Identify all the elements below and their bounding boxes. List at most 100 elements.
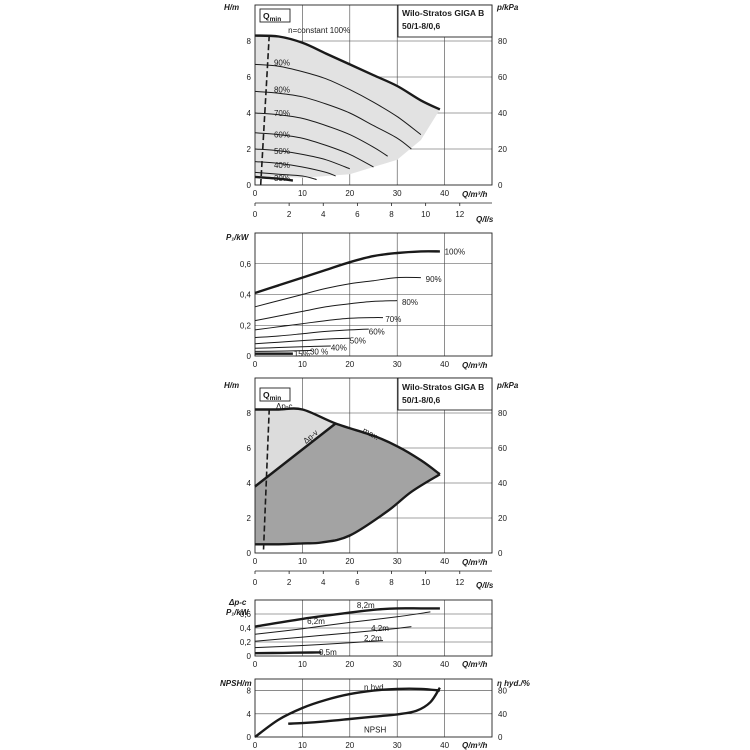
panel1-title-line2: 50/1-8/0,6 xyxy=(402,21,441,31)
panel5-y2label: η hyd./% xyxy=(497,679,530,688)
power-curve-panel-control-modes: 8,2m 6,2m 4,2m2,2m 0,5m 0 10 20 30 40 0 0,2 0,4 0,6… xyxy=(226,598,493,669)
y-tick-label: 4 xyxy=(247,479,252,488)
series-label: 70% xyxy=(385,315,401,324)
series-curve xyxy=(254,112,388,157)
x-tick-label: 40 xyxy=(440,660,449,669)
x-tick-label: 30 xyxy=(393,741,402,750)
series-label: 8,2m xyxy=(357,601,375,610)
panel2-xlabel: Q/m³/h xyxy=(462,361,487,370)
x-tick-label: 40 xyxy=(440,557,449,566)
panel1-curve-labels: n=constant 100% 90% 80% 70% 60% 50% 40% 30% xyxy=(274,26,350,183)
panel1-speed-curves xyxy=(254,34,441,186)
series-curve xyxy=(254,611,431,635)
series-label: 50% xyxy=(350,337,366,346)
panel4-ylabel-top: Δp-c xyxy=(228,598,247,607)
x-tick-label: 40 xyxy=(440,741,449,750)
dpv-line xyxy=(254,422,337,488)
y2-tick-label: 20 xyxy=(498,514,507,523)
series-curve xyxy=(254,640,384,649)
y2-tick-label: 80 xyxy=(498,37,507,46)
power-curve-panel-variable-speed: 100%90%80%70%60%50%40%30 %15% 0 10 20 30 400… xyxy=(226,232,493,370)
series-label: 15% xyxy=(294,350,310,359)
x-tick-label: 30 xyxy=(393,360,402,369)
x-tick-label: 0 xyxy=(253,360,258,369)
panel3-x2label: Q/l/s xyxy=(476,581,494,590)
dpc-region xyxy=(255,409,336,487)
x-tick-label: 0 xyxy=(253,660,258,669)
ls-tick-label: 10 xyxy=(421,210,430,219)
series-curve xyxy=(288,687,441,725)
x-tick-label: 30 xyxy=(393,660,402,669)
panel4-frame xyxy=(254,599,493,657)
ls-tick-label: 12 xyxy=(455,210,464,219)
x-tick-label: 20 xyxy=(345,189,354,198)
y-tick-label: 0 xyxy=(247,352,252,361)
panel3-xlabel: Q/m³/h xyxy=(462,558,487,567)
series-label: n=constant 100% xyxy=(288,26,350,35)
series-label: 0,5m xyxy=(319,648,337,657)
series-curve xyxy=(254,317,384,331)
series-label: NPSH xyxy=(364,725,386,734)
series-label: 50% xyxy=(274,147,290,156)
y-tick-label: 0 xyxy=(247,549,252,558)
panel5-xlabel: Q/m³/h xyxy=(462,741,487,750)
series-label: 2,2m xyxy=(364,634,382,643)
ls-tick-label: 4 xyxy=(321,578,326,587)
panel5-curve-labels: η hyd. NPSH xyxy=(364,683,386,734)
ls-tick-label: 6 xyxy=(355,210,360,219)
panel2-ylabel: P₁/kW xyxy=(226,233,250,242)
panel3-title-line1: Wilo-Stratos GIGA B xyxy=(402,382,484,392)
panel1-qmin-box xyxy=(259,8,291,23)
series-curve xyxy=(254,90,412,150)
series-curve xyxy=(254,171,317,181)
x-tick-label: 10 xyxy=(298,360,307,369)
ls-tick-label: 4 xyxy=(321,210,326,219)
x-tick-label: 20 xyxy=(345,741,354,750)
y2-tick-label: 0 xyxy=(498,549,503,558)
panel1-frame xyxy=(254,4,493,186)
panel4-curves xyxy=(254,607,440,655)
series-label: 30 % xyxy=(310,347,328,356)
series-curve xyxy=(254,626,412,642)
series-curve xyxy=(254,687,441,738)
y-tick-label: 6 xyxy=(247,73,252,82)
panel3-qmin-box xyxy=(259,387,291,402)
panel4-tick-labels: 0 10 20 30 40 0 0,2 0,4 0,6 xyxy=(240,610,450,669)
panel1-xlabel: Q/m³/h xyxy=(462,190,487,199)
series-curve xyxy=(254,175,294,182)
y-tick-label: 8 xyxy=(247,687,252,696)
series-label: 4,2m xyxy=(371,624,389,633)
x-tick-label: 40 xyxy=(440,360,449,369)
series-curve xyxy=(254,350,312,352)
series-label: 90% xyxy=(274,59,290,68)
y-tick-label: 0 xyxy=(247,652,252,661)
y-tick-label: 0,4 xyxy=(240,624,252,633)
y-tick-label: 0,6 xyxy=(240,260,252,269)
series-label: 40% xyxy=(274,161,290,170)
series-label: 90% xyxy=(426,275,442,284)
series-label: 6,2m xyxy=(307,617,325,626)
series-curve xyxy=(254,651,322,655)
series-label: 60% xyxy=(369,327,385,336)
x-tick-label: 20 xyxy=(345,557,354,566)
series-curve xyxy=(254,250,440,295)
y2-tick-label: 0 xyxy=(498,181,503,190)
y-tick-label: 0,4 xyxy=(240,291,252,300)
panel4-xlabel: Q/m³/h xyxy=(462,660,487,669)
y-tick-label: 8 xyxy=(247,37,252,46)
y-tick-label: 0 xyxy=(247,181,252,190)
series-label: η hyd. xyxy=(364,683,386,692)
panel4-ylabel: P₁/kW xyxy=(226,608,250,617)
ls-tick-label: 8 xyxy=(389,578,394,587)
ls-tick-label: 0 xyxy=(253,210,258,219)
panel1-title-box xyxy=(397,4,493,38)
series-curve xyxy=(254,607,440,628)
panel3-qmin-label: Qmin xyxy=(263,390,281,402)
max-curve xyxy=(254,407,441,476)
panel1-qmin-label: Qmin xyxy=(263,11,281,23)
y2-tick-label: 20 xyxy=(498,145,507,154)
series-label: 40% xyxy=(331,344,347,353)
